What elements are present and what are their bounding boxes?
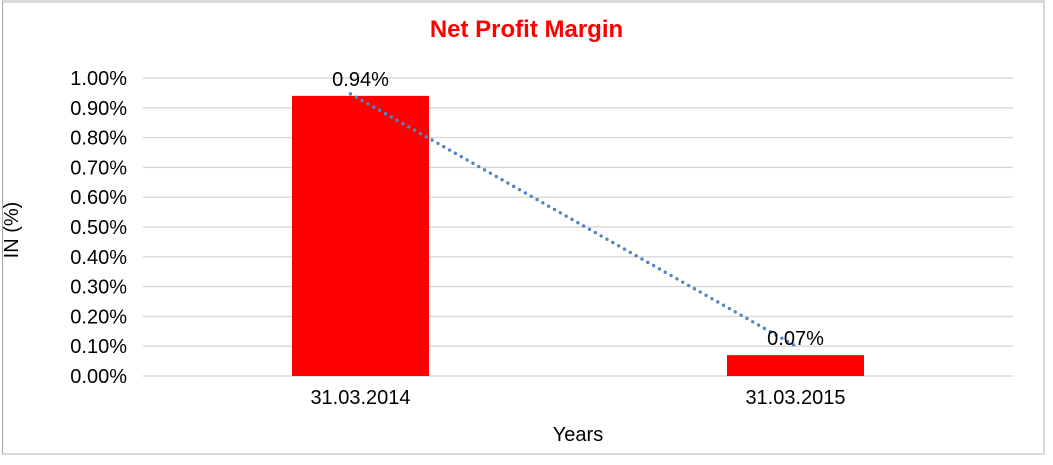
y-tick-label: 0.00%: [70, 366, 127, 388]
bar: [292, 95, 429, 376]
bar-data-label: 0.07%: [767, 328, 824, 350]
bar-data-label: 0.94%: [332, 69, 389, 91]
y-tick-label: 0.40%: [70, 247, 127, 269]
y-tick-label: 0.90%: [70, 98, 127, 120]
y-tick-label: 0.80%: [70, 128, 127, 150]
trendline: [348, 92, 800, 349]
y-tick-label: 0.50%: [70, 217, 127, 239]
x-axis-title: Years: [552, 424, 604, 446]
y-tick-label: 0.20%: [70, 306, 127, 328]
y-axis-title: IN (%): [1, 201, 23, 259]
bar: [727, 355, 864, 376]
y-tick-label: 0.30%: [70, 277, 127, 299]
y-tick-label: 0.70%: [70, 157, 127, 179]
y-tick-label: 0.10%: [70, 336, 127, 358]
chart-title: Net Profit Margin: [429, 16, 624, 43]
x-tick-label: 31.03.2014: [310, 387, 410, 409]
x-tick-label: 31.03.2015: [745, 387, 845, 409]
y-tick-label: 0.60%: [70, 187, 127, 209]
y-tick-label: 1.00%: [70, 68, 127, 90]
